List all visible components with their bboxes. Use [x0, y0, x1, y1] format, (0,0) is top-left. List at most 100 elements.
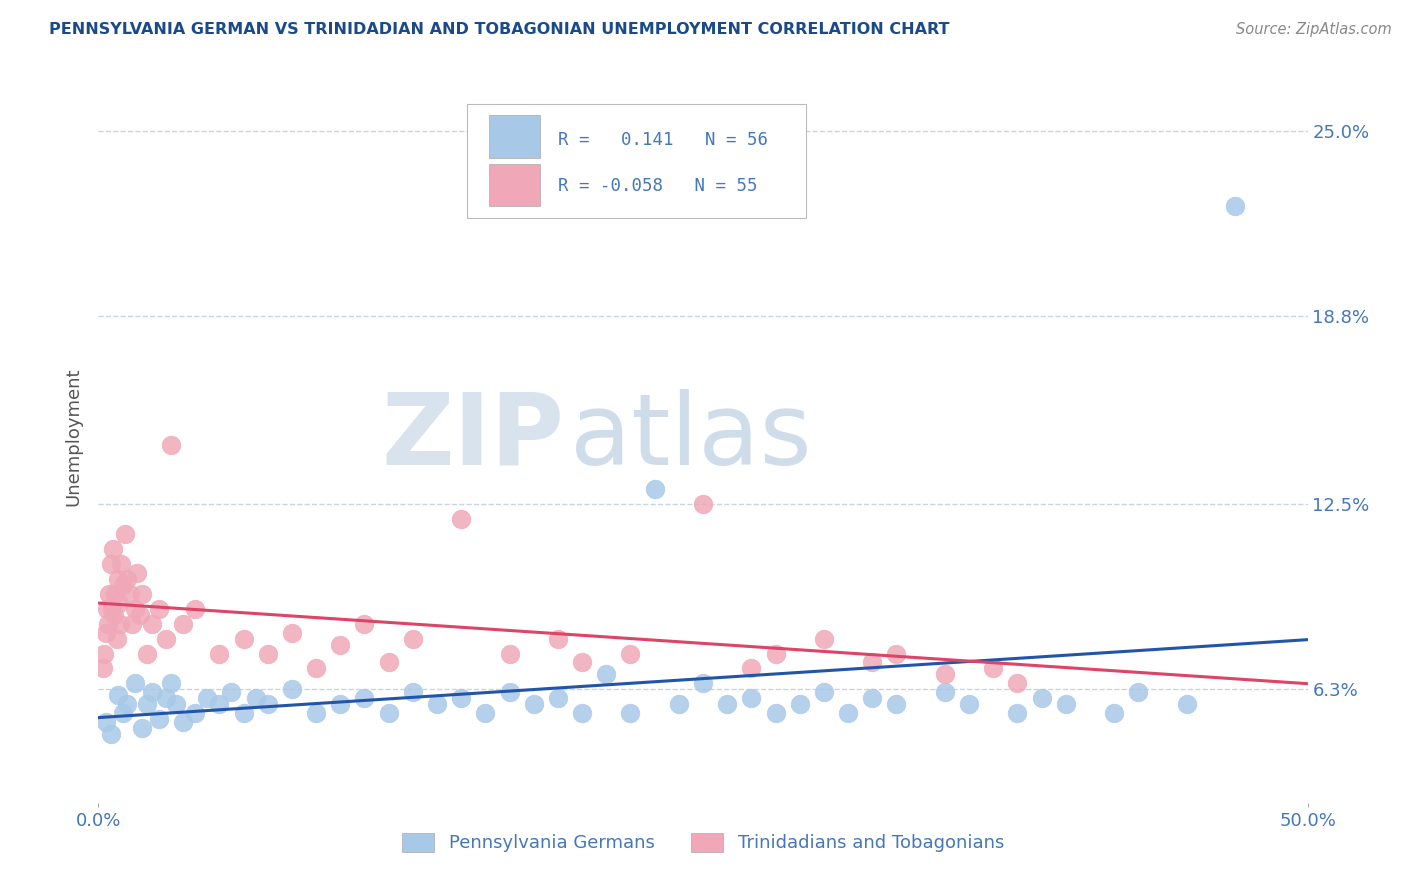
Point — [91, 661, 114, 675]
Point — [1007, 676, 1029, 690]
Text: atlas: atlas — [569, 389, 811, 485]
Point — [172, 616, 194, 631]
Point — [498, 685, 520, 699]
Point — [981, 661, 1004, 675]
Point — [377, 656, 399, 670]
Point — [232, 632, 254, 646]
Point — [107, 689, 129, 703]
Point — [221, 685, 243, 699]
Point — [160, 676, 183, 690]
Point — [644, 483, 666, 497]
Y-axis label: Unemployment: Unemployment — [65, 368, 83, 507]
Point — [172, 715, 194, 730]
Point — [860, 691, 883, 706]
Text: Source: ZipAtlas.com: Source: ZipAtlas.com — [1236, 22, 1392, 37]
Point — [108, 616, 131, 631]
Point — [135, 698, 157, 712]
Point — [547, 691, 569, 706]
Point — [232, 706, 254, 721]
Point — [111, 706, 134, 721]
Point — [117, 698, 139, 712]
Point — [353, 691, 375, 706]
Point — [184, 706, 207, 721]
Point — [1007, 706, 1029, 721]
Point — [571, 706, 593, 721]
Point — [114, 527, 136, 541]
Legend: Pennsylvania Germans, Trinidadians and Tobagonians: Pennsylvania Germans, Trinidadians and T… — [395, 826, 1011, 860]
Point — [474, 706, 496, 721]
Point — [765, 706, 787, 721]
Text: R =   0.141   N = 56: R = 0.141 N = 56 — [558, 131, 768, 149]
Point — [813, 632, 835, 646]
Point — [740, 661, 762, 675]
Point — [98, 587, 121, 601]
Point — [934, 667, 956, 681]
Point — [1223, 199, 1246, 213]
Point — [96, 601, 118, 615]
Point — [547, 632, 569, 646]
Point — [127, 566, 149, 580]
Point — [1054, 698, 1077, 712]
Point — [184, 601, 207, 615]
Point — [329, 638, 352, 652]
Point — [402, 632, 425, 646]
Point — [104, 587, 127, 601]
Point — [813, 685, 835, 699]
FancyBboxPatch shape — [489, 115, 540, 158]
Point — [94, 625, 117, 640]
Point — [1175, 698, 1198, 712]
FancyBboxPatch shape — [467, 104, 806, 218]
Point — [155, 691, 177, 706]
Point — [886, 647, 908, 661]
Point — [450, 691, 472, 706]
Point — [107, 572, 129, 586]
Point — [571, 656, 593, 670]
Point — [160, 437, 183, 451]
Point — [498, 647, 520, 661]
Point — [208, 647, 231, 661]
Point — [619, 647, 641, 661]
Point — [94, 715, 117, 730]
Point — [195, 691, 218, 706]
Point — [256, 698, 278, 712]
Point — [740, 691, 762, 706]
Point — [165, 698, 187, 712]
Point — [523, 698, 546, 712]
Point — [692, 676, 714, 690]
Point — [668, 698, 690, 712]
Point — [110, 557, 132, 571]
Point — [148, 601, 170, 615]
Point — [105, 632, 128, 646]
Point — [155, 632, 177, 646]
Point — [101, 542, 124, 557]
Point — [100, 601, 122, 615]
Point — [131, 721, 153, 735]
FancyBboxPatch shape — [489, 163, 540, 206]
Point — [426, 698, 449, 712]
Point — [135, 647, 157, 661]
Point — [619, 706, 641, 721]
Point — [124, 601, 146, 615]
Text: PENNSYLVANIA GERMAN VS TRINIDADIAN AND TOBAGONIAN UNEMPLOYMENT CORRELATION CHART: PENNSYLVANIA GERMAN VS TRINIDADIAN AND T… — [49, 22, 949, 37]
Point — [208, 698, 231, 712]
Point — [402, 685, 425, 699]
Text: ZIP: ZIP — [381, 389, 564, 485]
Point — [141, 685, 163, 699]
Point — [305, 661, 328, 675]
Point — [1128, 685, 1150, 699]
Point — [1031, 691, 1053, 706]
Point — [789, 698, 811, 712]
Point — [595, 667, 617, 681]
Point — [377, 706, 399, 721]
Point — [256, 647, 278, 661]
Point — [281, 682, 304, 697]
Point — [450, 512, 472, 526]
Text: R = -0.058   N = 55: R = -0.058 N = 55 — [558, 178, 758, 195]
Point — [765, 647, 787, 661]
Point — [141, 616, 163, 631]
Point — [245, 691, 267, 706]
Point — [111, 578, 134, 592]
Point — [131, 587, 153, 601]
Point — [118, 587, 141, 601]
Point — [692, 497, 714, 511]
